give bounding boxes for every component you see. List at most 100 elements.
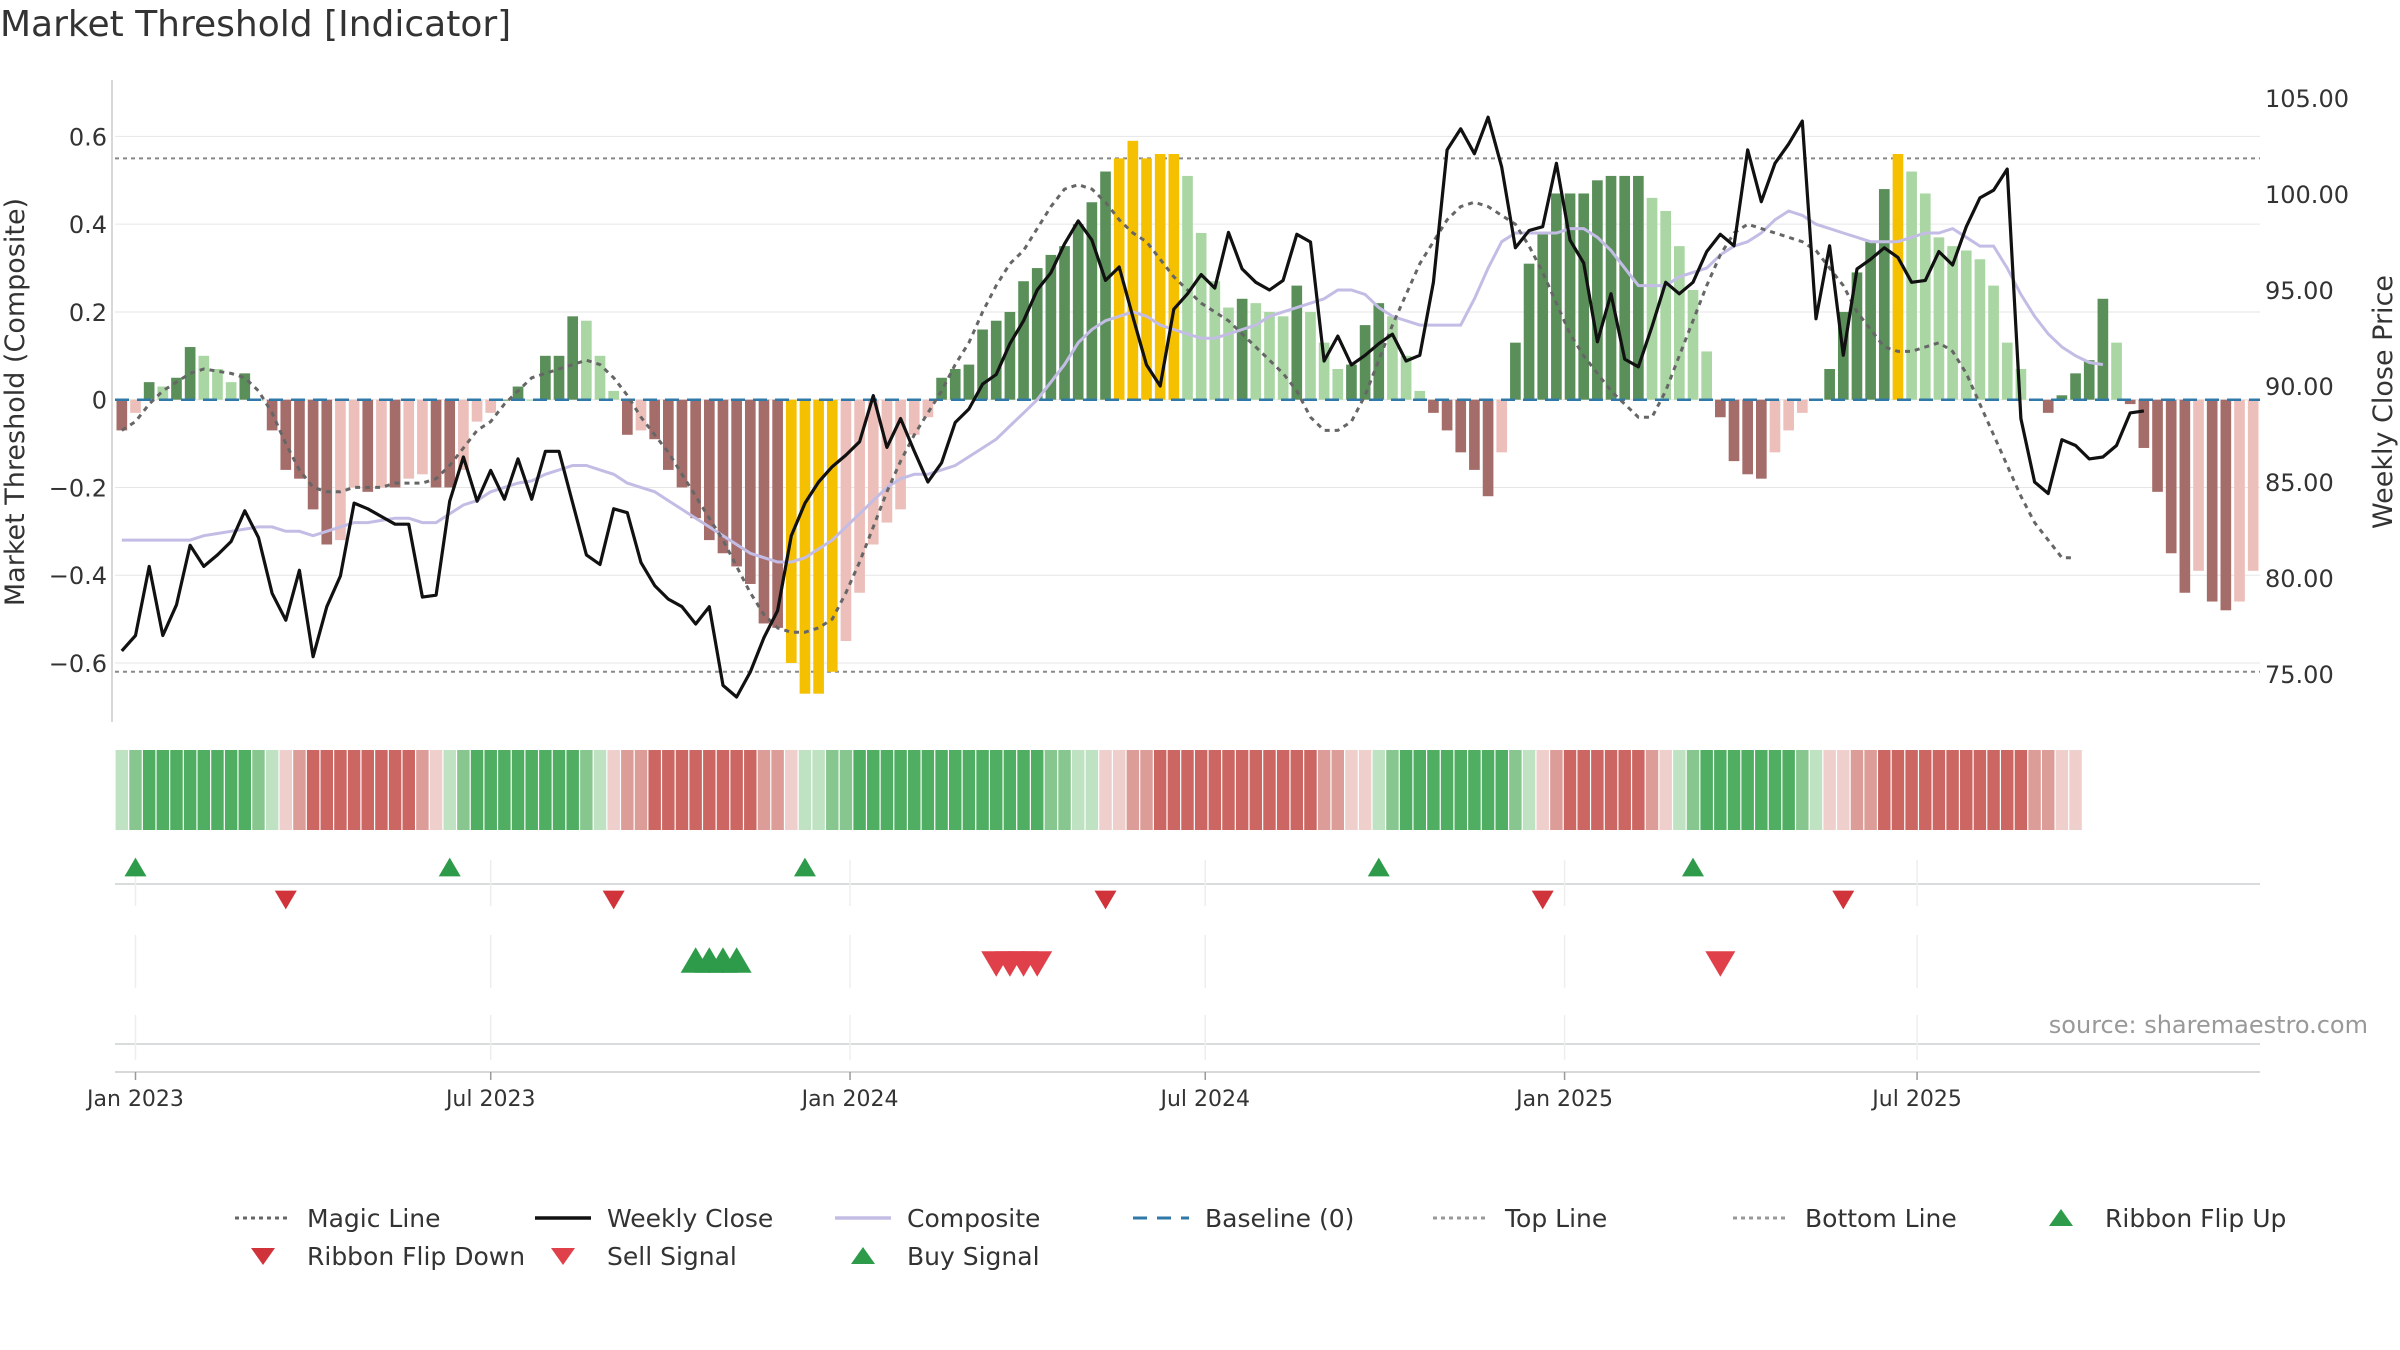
ribbon-cell bbox=[593, 750, 607, 830]
ribbon-cell bbox=[347, 750, 361, 830]
ribbon-cell bbox=[1536, 750, 1549, 830]
composite-line bbox=[121, 209, 2104, 564]
ribbon-cell bbox=[935, 750, 948, 830]
composite-bar bbox=[403, 399, 415, 479]
ribbon-cell bbox=[498, 750, 511, 830]
composite-bar bbox=[2234, 399, 2245, 602]
ribbon-cell bbox=[156, 750, 170, 830]
composite-bar bbox=[1865, 241, 1876, 400]
ribbon-cell bbox=[976, 750, 989, 830]
ribbon-cell bbox=[1864, 750, 1877, 830]
ribbon-cell bbox=[1345, 750, 1358, 830]
composite-bar bbox=[389, 399, 401, 488]
composite-bar bbox=[717, 399, 729, 554]
ribbon-cell bbox=[1550, 750, 1563, 830]
legend: Magic Line Weekly Close Composite Baseline … bbox=[235, 1204, 2286, 1271]
ribbon-cell bbox=[1427, 750, 1440, 830]
ribbon-cell bbox=[1509, 750, 1522, 830]
ribbon-cell bbox=[183, 750, 197, 830]
ribbon-cell bbox=[375, 750, 388, 830]
ribbon-cell bbox=[1946, 750, 1959, 830]
ribbon-cell bbox=[1645, 750, 1659, 830]
composite-bar bbox=[348, 399, 360, 488]
ribbon-cell bbox=[1782, 750, 1795, 830]
composite-bar bbox=[758, 399, 770, 624]
legend-label: Ribbon Flip Down bbox=[307, 1242, 525, 1271]
composite-bar bbox=[799, 399, 811, 694]
composite-bar bbox=[1264, 311, 1275, 400]
signal-markers bbox=[115, 857, 2260, 1060]
composite-bar bbox=[376, 399, 387, 488]
y-tick-label: 0 bbox=[92, 387, 107, 415]
composite-bar bbox=[1277, 316, 1289, 400]
ribbon-cell bbox=[1222, 750, 1235, 830]
composite-bar bbox=[2001, 342, 2013, 400]
ribbon-cell bbox=[1331, 750, 1345, 830]
composite-bar bbox=[512, 386, 524, 400]
ribbon-cell bbox=[1522, 750, 1536, 830]
ribbon-cell bbox=[908, 750, 921, 830]
ribbon-cell bbox=[197, 750, 211, 830]
ribbon-cell bbox=[1823, 750, 1836, 830]
composite-bar bbox=[936, 377, 947, 400]
composite-bar bbox=[1564, 193, 1576, 400]
composite-bar bbox=[744, 399, 756, 584]
ribbon-cell bbox=[1686, 750, 1700, 830]
composite-bar bbox=[1796, 399, 1808, 413]
ribbon-cell bbox=[1905, 750, 1918, 830]
y2-tick-label: 105.00 bbox=[2265, 85, 2349, 113]
composite-bar bbox=[2097, 298, 2109, 400]
ribbon-cell bbox=[1413, 750, 1426, 830]
composite-bar bbox=[1236, 298, 1248, 400]
composite-bar bbox=[1892, 153, 1904, 400]
composite-bar bbox=[1318, 342, 1330, 400]
composite-bar bbox=[1988, 285, 1999, 400]
composite-bar bbox=[854, 399, 865, 593]
composite-bar bbox=[567, 316, 579, 400]
ribbon-cell bbox=[757, 750, 771, 830]
composite-bar bbox=[444, 399, 456, 488]
ribbon-cell bbox=[1372, 750, 1386, 830]
ribbon-cell bbox=[1878, 750, 1891, 830]
composite-bar bbox=[1441, 399, 1453, 431]
composite-bar bbox=[1947, 246, 1958, 400]
ribbon-cell bbox=[1796, 750, 1809, 830]
y2-tick-label: 85.00 bbox=[2265, 469, 2334, 497]
composite-bar bbox=[2220, 399, 2232, 611]
composite-bar bbox=[1742, 399, 1753, 475]
composite-bar bbox=[1619, 175, 1631, 400]
composite-bar bbox=[2152, 399, 2163, 492]
ribbon-cell bbox=[1809, 750, 1823, 830]
ribbon-cell bbox=[880, 750, 894, 830]
ribbon-flip-down-marker bbox=[1531, 890, 1554, 910]
ribbon-cell bbox=[293, 750, 306, 830]
ribbon-cell bbox=[402, 750, 415, 830]
composite-bar bbox=[1072, 224, 1084, 400]
y-tick-label: 0.4 bbox=[69, 211, 107, 239]
y2-tick-label: 95.00 bbox=[2265, 277, 2334, 305]
ribbon-cell bbox=[1741, 750, 1754, 830]
ribbon-cell bbox=[1700, 750, 1713, 830]
composite-bar bbox=[1113, 158, 1125, 400]
ribbon-cell bbox=[1618, 750, 1631, 830]
ribbon-cell bbox=[1317, 750, 1331, 830]
composite-bar bbox=[2070, 373, 2081, 400]
composite-bar bbox=[1195, 232, 1207, 400]
ribbon-cell bbox=[1194, 750, 1208, 830]
ribbon-flip-up-marker bbox=[793, 857, 816, 877]
y2-tick-label: 80.00 bbox=[2265, 565, 2334, 593]
ribbon-strip bbox=[115, 750, 2082, 830]
composite-bar bbox=[1633, 175, 1644, 400]
composite-bar bbox=[225, 382, 237, 400]
composite-bar bbox=[1578, 193, 1590, 400]
composite-bar bbox=[895, 399, 906, 510]
ribbon-cell bbox=[730, 750, 743, 830]
x-tick-label: Jan 2023 bbox=[85, 1087, 184, 1112]
composite-bar bbox=[1359, 325, 1371, 400]
composite-bar bbox=[1878, 189, 1890, 400]
ribbon-cell bbox=[962, 750, 976, 830]
legend-label: Sell Signal bbox=[607, 1242, 737, 1271]
source-label: source: sharemaestro.com bbox=[2049, 1011, 2368, 1039]
composite-bar bbox=[1906, 171, 1917, 400]
composite-bar bbox=[785, 399, 797, 663]
